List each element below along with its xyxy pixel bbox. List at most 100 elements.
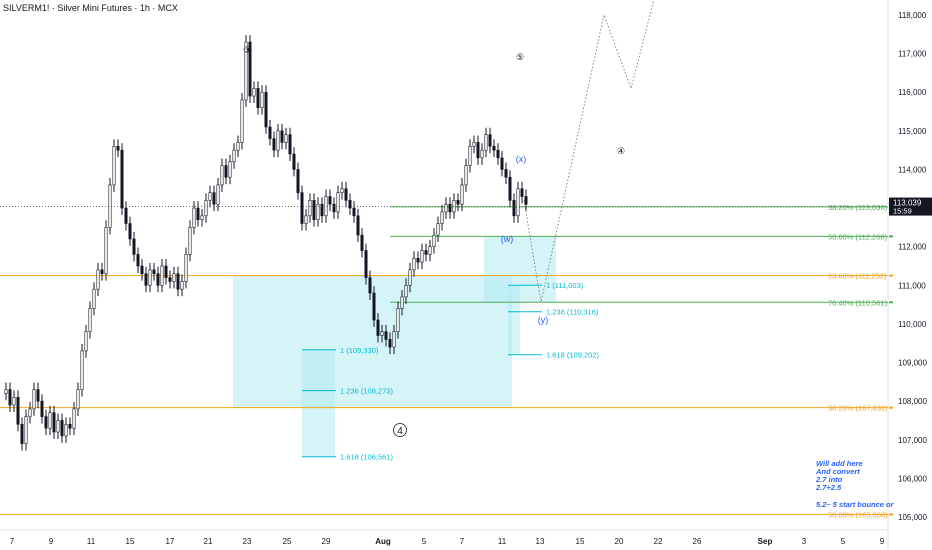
price-tick-label: 111,000 — [898, 281, 926, 290]
price-tick-label: 108,000 — [898, 397, 927, 406]
candle-body — [384, 331, 388, 340]
last-price-value: 113,039 — [893, 199, 922, 208]
fib-level-label: 76.40% (110,561) — [828, 298, 888, 307]
candle-body — [200, 215, 204, 220]
candle-body — [32, 389, 36, 410]
candle-body — [380, 331, 384, 336]
annotation-note-2: 5.2– 5 start bounce or — [816, 500, 894, 509]
price-tick-label: 106,000 — [898, 474, 927, 483]
time-tick-label: 7 — [10, 537, 15, 546]
time-tick-label: 5 — [422, 537, 427, 546]
candle-body — [428, 246, 432, 255]
axis-level-marker — [889, 513, 893, 516]
candle-body — [516, 188, 520, 217]
time-tick-label: 9 — [49, 537, 54, 546]
time-tick-label: 26 — [693, 537, 702, 546]
candle-body — [432, 234, 436, 247]
candle-body — [400, 296, 404, 309]
fib-level-label: 38.20% (113,030) — [828, 203, 888, 212]
candle-body — [244, 41, 248, 101]
candle-body — [356, 215, 360, 236]
time-tick-label: 23 — [243, 537, 252, 546]
candle-body — [148, 269, 152, 286]
candle-body — [292, 153, 296, 170]
candle-body — [80, 350, 84, 390]
candle-body — [28, 408, 32, 417]
candle-body — [348, 200, 352, 209]
candle-body — [448, 203, 452, 213]
candle-body — [248, 41, 252, 97]
chart-header-title: SILVERM1! · Silver Mini Futures · 1h · M… — [3, 3, 178, 13]
axis-level-marker — [889, 235, 893, 238]
candle-body — [368, 277, 372, 294]
candle-body — [152, 269, 156, 275]
candle-body — [236, 142, 240, 151]
candle-body — [300, 192, 304, 224]
candle-body — [476, 142, 480, 159]
candle-body — [352, 207, 356, 217]
price-tick-label: 117,000 — [898, 50, 927, 59]
candle-body — [188, 227, 192, 255]
candle-body — [180, 281, 184, 290]
candle-body — [396, 308, 400, 332]
candle-body — [176, 273, 180, 290]
candle-body — [64, 424, 68, 437]
wave-label: (w) — [501, 234, 514, 244]
candle-body — [172, 273, 176, 282]
candle-body — [100, 269, 104, 275]
candle-body — [84, 331, 88, 352]
extension-zone-box-2 — [508, 285, 520, 355]
price-tick-label: 109,000 — [898, 359, 927, 368]
extension-zone-box-1 — [302, 349, 335, 457]
candle-body — [288, 134, 292, 155]
candle-body — [472, 142, 476, 147]
time-tick-label: 25 — [283, 537, 292, 546]
candle-body — [16, 396, 20, 425]
candle-body — [524, 196, 528, 205]
candle-body — [424, 250, 428, 255]
candle-body — [156, 273, 160, 286]
candle-body — [496, 149, 500, 159]
last-price-badge — [889, 197, 932, 216]
candle-body — [20, 424, 24, 444]
candle-body — [388, 339, 392, 348]
time-tick-label: 13 — [536, 537, 545, 546]
price-tick-label: 107,000 — [898, 436, 927, 445]
candle-body — [208, 192, 212, 201]
candle-body — [336, 192, 340, 213]
candle-body — [340, 188, 344, 193]
axis-level-marker — [889, 274, 893, 277]
candle-body — [196, 207, 200, 220]
candle-body — [96, 269, 100, 290]
candle-body — [220, 165, 224, 186]
wave-label: (y) — [538, 315, 549, 325]
fib-level-label: 23.60% (111,252) — [828, 272, 887, 281]
wave-label: 4 — [397, 426, 403, 437]
candle-body — [324, 196, 328, 217]
extension-level-label: 1.236 (110,316) — [546, 308, 599, 317]
candle-body — [48, 412, 52, 429]
time-tick-label: 22 — [654, 537, 663, 546]
candle-body — [232, 149, 236, 163]
candle-body — [8, 389, 12, 406]
candle-body — [500, 157, 504, 170]
fib-level-label: 50.00% (105,068) — [828, 510, 888, 519]
candle-body — [128, 223, 132, 240]
time-tick-label: 15 — [126, 537, 135, 546]
price-tick-label: 115,000 — [898, 127, 927, 136]
time-tick-label: 20 — [615, 537, 624, 546]
wave-label-circle — [393, 423, 407, 437]
candle-body — [304, 215, 308, 224]
extension-level-label: 1 (109,330) — [340, 346, 379, 355]
price-tick-label: 110,000 — [898, 320, 927, 329]
candle-body — [256, 88, 260, 108]
candle-body — [192, 207, 196, 228]
candle-body — [412, 257, 416, 271]
price-tick-label: 116,000 — [898, 88, 927, 97]
time-tick-label: Aug — [375, 537, 391, 546]
extension-level-label: 1.618 (106,561) — [340, 453, 393, 462]
candle-body — [204, 200, 208, 217]
candle-body — [392, 331, 396, 348]
annotation-note: Will add here And convert 2.7 into 2.7+2… — [816, 460, 863, 492]
